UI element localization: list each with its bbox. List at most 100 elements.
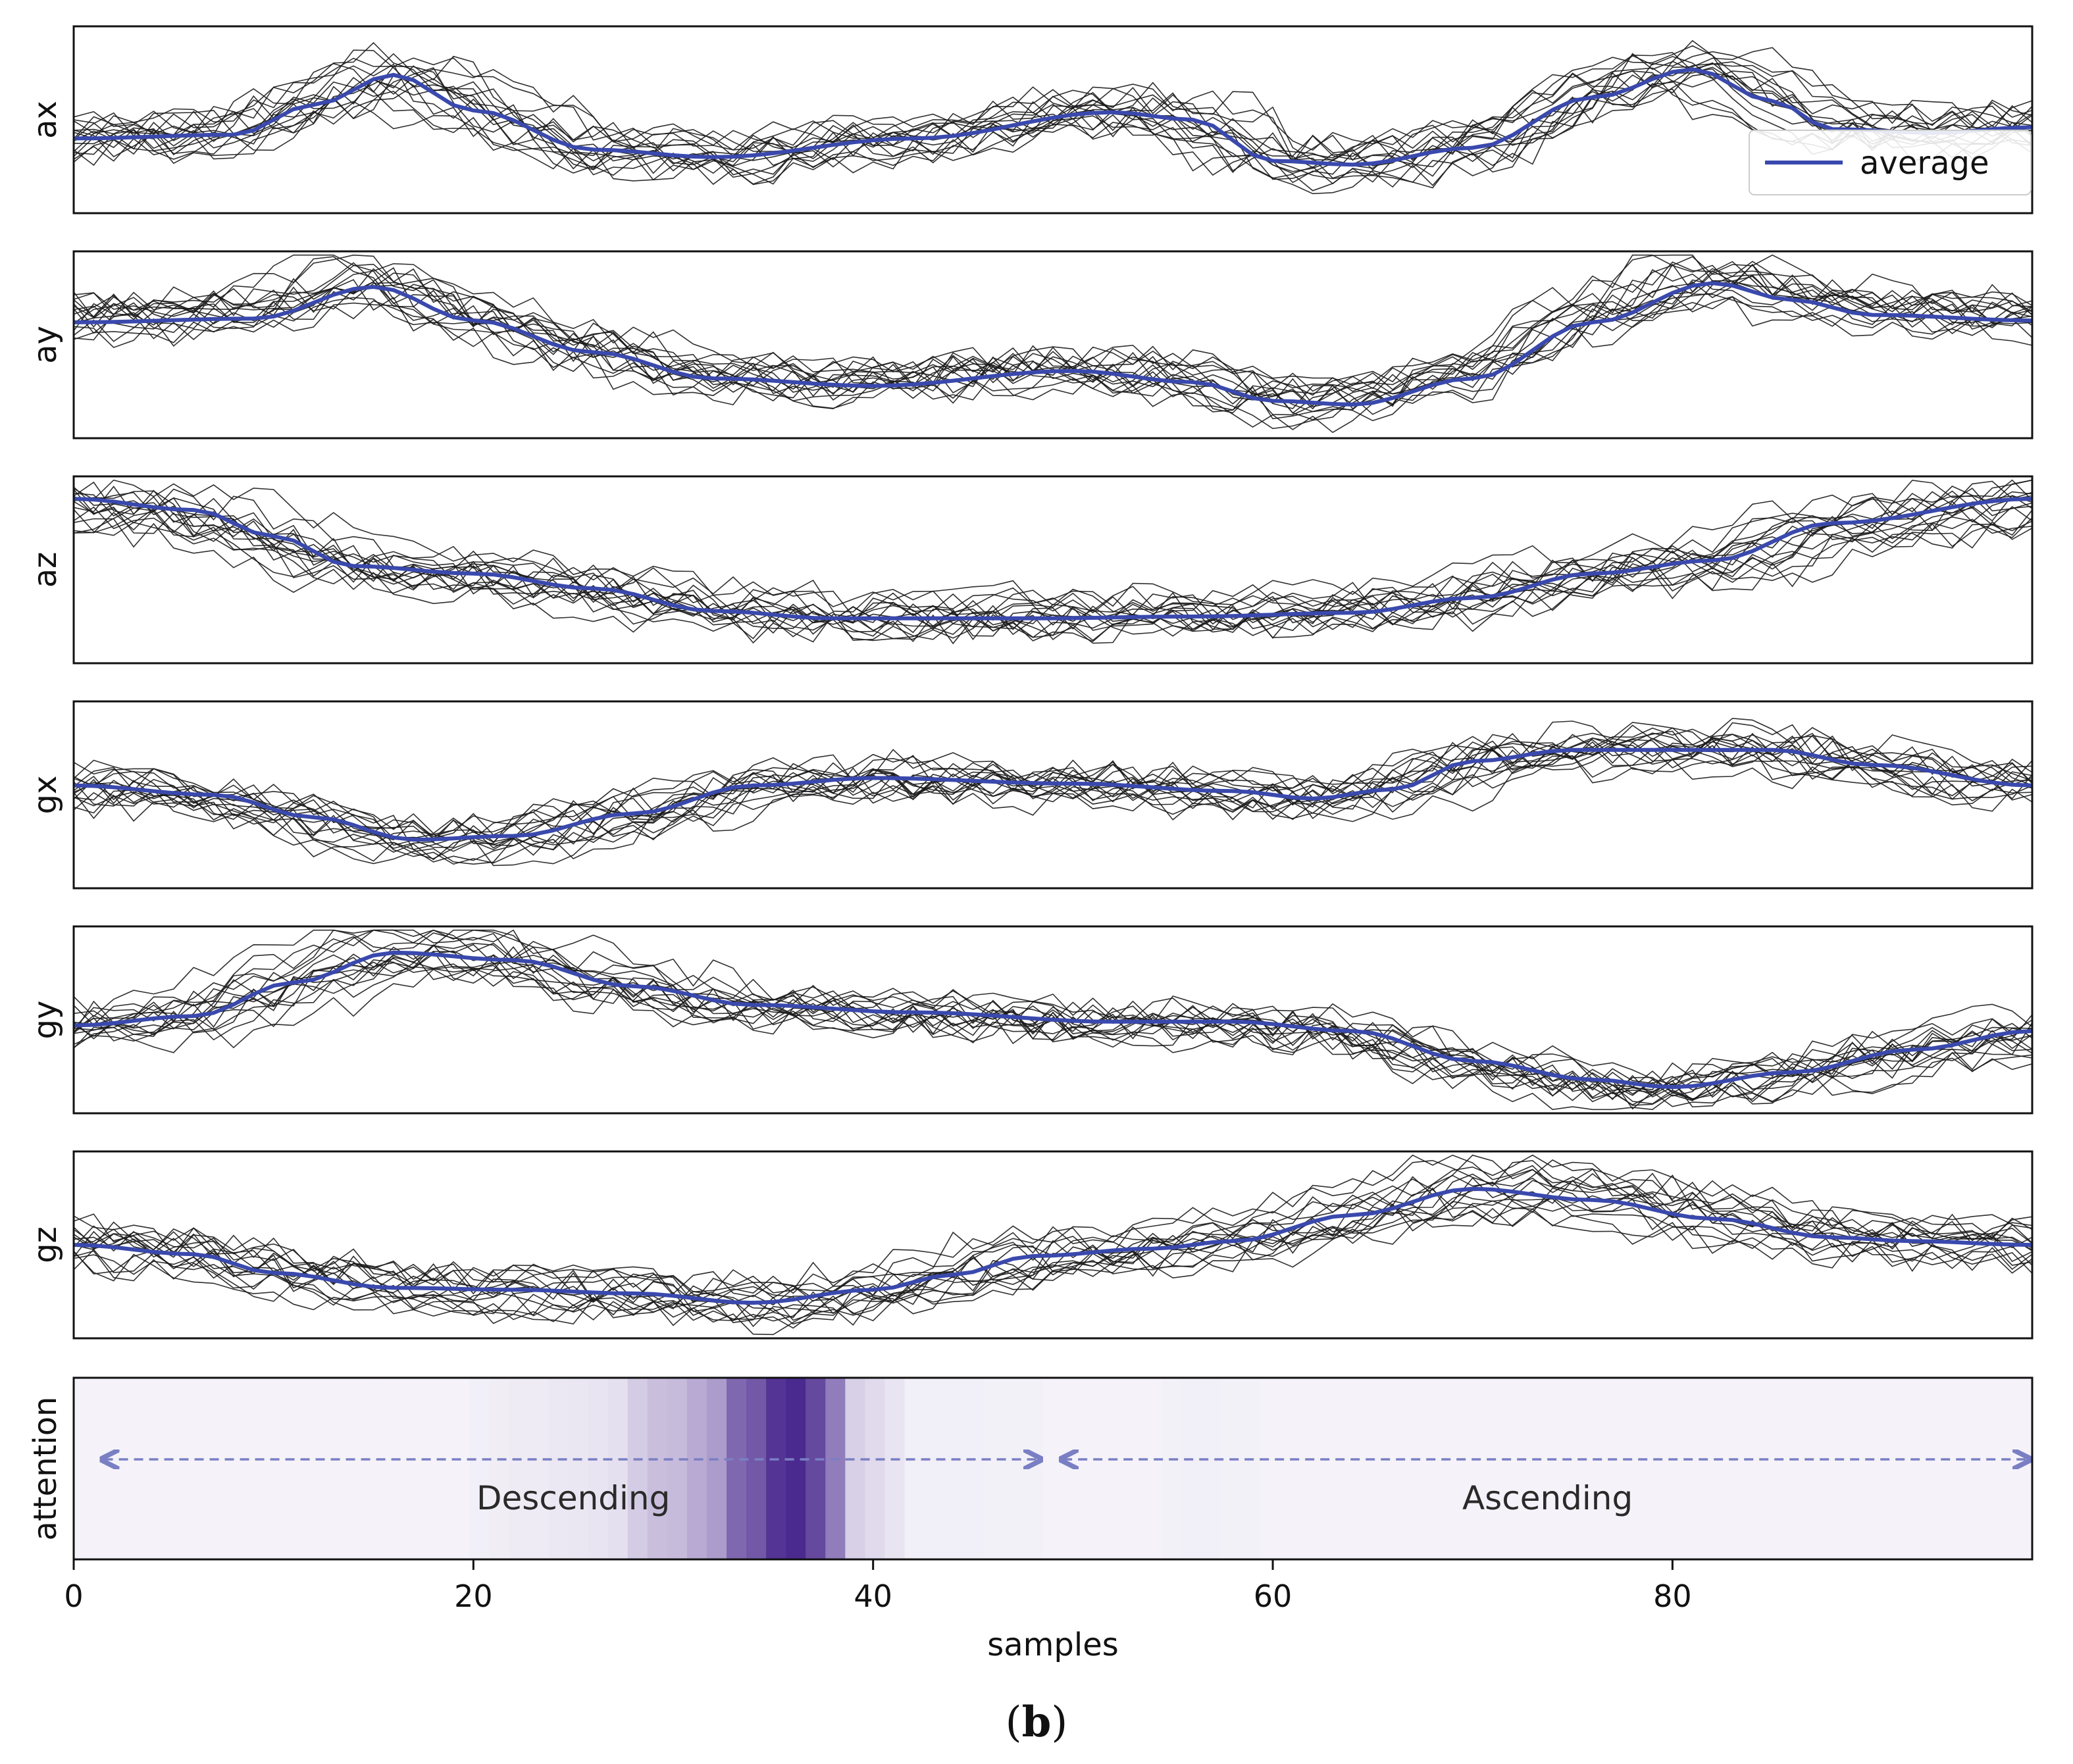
attention-cell bbox=[786, 1378, 806, 1559]
attention-cell bbox=[1893, 1378, 1914, 1559]
trial-trace-line bbox=[73, 940, 2033, 1105]
trial-trace-line bbox=[73, 1193, 2033, 1299]
attention-cell bbox=[1933, 1378, 1954, 1559]
y-axis-label: ax bbox=[27, 101, 64, 139]
trial-trace-line bbox=[73, 1159, 2033, 1315]
attention-cell bbox=[390, 1378, 411, 1559]
attention-cell bbox=[1676, 1378, 1697, 1559]
trial-traces bbox=[73, 717, 2033, 867]
attention-cell bbox=[1142, 1378, 1162, 1559]
y-axis-label: gy bbox=[27, 1001, 64, 1040]
attention-cell bbox=[1716, 1378, 1736, 1559]
attention-cell bbox=[1003, 1378, 1024, 1559]
attention-cell bbox=[568, 1378, 589, 1559]
x-axis-label: samples bbox=[987, 1626, 1119, 1663]
attention-cell bbox=[1162, 1378, 1182, 1559]
attention-cell bbox=[311, 1378, 332, 1559]
attention-cell bbox=[133, 1378, 153, 1559]
trial-trace-line bbox=[73, 88, 2033, 184]
attention-cell bbox=[251, 1378, 272, 1559]
trial-trace-line bbox=[73, 268, 2033, 410]
attention-cell bbox=[1339, 1378, 1360, 1559]
trial-trace-line bbox=[73, 717, 2033, 840]
x-axis: 0 20 40 60 80 samples bbox=[64, 1559, 1692, 1663]
trial-trace-line bbox=[73, 261, 2033, 392]
attention-cell bbox=[212, 1378, 233, 1559]
trial-trace-line bbox=[73, 39, 2033, 161]
trial-trace-line bbox=[73, 254, 2033, 416]
attention-cell bbox=[1260, 1378, 1281, 1559]
attention-cell bbox=[1597, 1378, 1618, 1559]
trial-trace-line bbox=[73, 1179, 2033, 1302]
attention-cell bbox=[865, 1378, 886, 1559]
average-line bbox=[73, 281, 2033, 407]
y-axis-label: az bbox=[27, 552, 64, 588]
trial-trace-line bbox=[73, 67, 2033, 174]
attention-cell bbox=[746, 1378, 767, 1559]
trial-traces bbox=[73, 479, 2033, 645]
attention-cell bbox=[727, 1378, 747, 1559]
trial-trace-line bbox=[73, 954, 2033, 1092]
trial-trace-line bbox=[73, 479, 2033, 627]
attention-cell bbox=[1201, 1378, 1222, 1559]
segment-label: Descending bbox=[476, 1479, 670, 1517]
attention-cell bbox=[884, 1378, 906, 1559]
attention-cell bbox=[1419, 1378, 1439, 1559]
trial-traces bbox=[73, 1154, 2033, 1336]
trial-trace-line bbox=[73, 480, 2033, 608]
attention-cell bbox=[647, 1378, 668, 1559]
attention-cell bbox=[1241, 1378, 1262, 1559]
attention-cell bbox=[1854, 1378, 1875, 1559]
trial-trace-line bbox=[73, 51, 2033, 160]
attention-cell bbox=[1814, 1378, 1835, 1559]
y-axis-label: gz bbox=[27, 1226, 64, 1263]
trial-trace-line bbox=[73, 279, 2033, 430]
attention-cell bbox=[370, 1378, 391, 1559]
trial-trace-line bbox=[73, 1187, 2033, 1323]
attention-cell bbox=[528, 1378, 550, 1559]
attention-cell bbox=[1616, 1378, 1637, 1559]
attention-cell bbox=[1972, 1378, 1993, 1559]
attention-cell bbox=[489, 1378, 509, 1559]
attention-cell bbox=[627, 1378, 648, 1559]
attention-cell bbox=[1577, 1378, 1598, 1559]
attention-cell bbox=[1280, 1378, 1301, 1559]
attention-cell bbox=[1399, 1378, 1420, 1559]
attention-cell bbox=[1735, 1378, 1756, 1559]
attention-cell bbox=[172, 1378, 193, 1559]
panel-frame bbox=[72, 925, 2034, 1115]
attention-cell bbox=[1518, 1378, 1539, 1559]
attention-cell bbox=[449, 1378, 470, 1559]
attention-cell bbox=[1102, 1378, 1123, 1559]
figure-caption: (b) bbox=[1005, 1698, 1068, 1747]
panel-ay: ay bbox=[27, 250, 2034, 440]
attention-cell bbox=[113, 1378, 134, 1559]
attention-cell bbox=[766, 1378, 786, 1559]
attention-cell bbox=[93, 1378, 114, 1559]
trial-trace-line bbox=[73, 951, 2033, 1086]
trial-trace-line bbox=[73, 1201, 2033, 1329]
panel-frame bbox=[72, 25, 2034, 214]
trial-trace-line bbox=[73, 263, 2033, 406]
attention-cell bbox=[944, 1378, 965, 1559]
trial-trace-line bbox=[73, 745, 2033, 839]
attention-cell bbox=[924, 1378, 945, 1559]
attention-cell bbox=[1359, 1378, 1380, 1559]
attention-panel: Descending Ascending attention bbox=[27, 1376, 2034, 1561]
panel-frame bbox=[72, 700, 2034, 890]
legend-label: average bbox=[1860, 145, 1989, 182]
attention-cell bbox=[1695, 1378, 1716, 1559]
segment-label: Ascending bbox=[1462, 1479, 1633, 1517]
trial-trace-line bbox=[73, 1174, 2033, 1319]
attention-cell bbox=[1656, 1378, 1677, 1559]
attention-cell bbox=[1498, 1378, 1519, 1559]
trial-trace-line bbox=[73, 1154, 2033, 1305]
attention-cell bbox=[74, 1378, 94, 1559]
attention-cell bbox=[825, 1378, 846, 1559]
attention-cell bbox=[2012, 1378, 2033, 1559]
attention-cell bbox=[806, 1378, 826, 1559]
attention-cell bbox=[232, 1378, 253, 1559]
attention-cell bbox=[1953, 1378, 1974, 1559]
trial-trace-line bbox=[73, 506, 2033, 630]
